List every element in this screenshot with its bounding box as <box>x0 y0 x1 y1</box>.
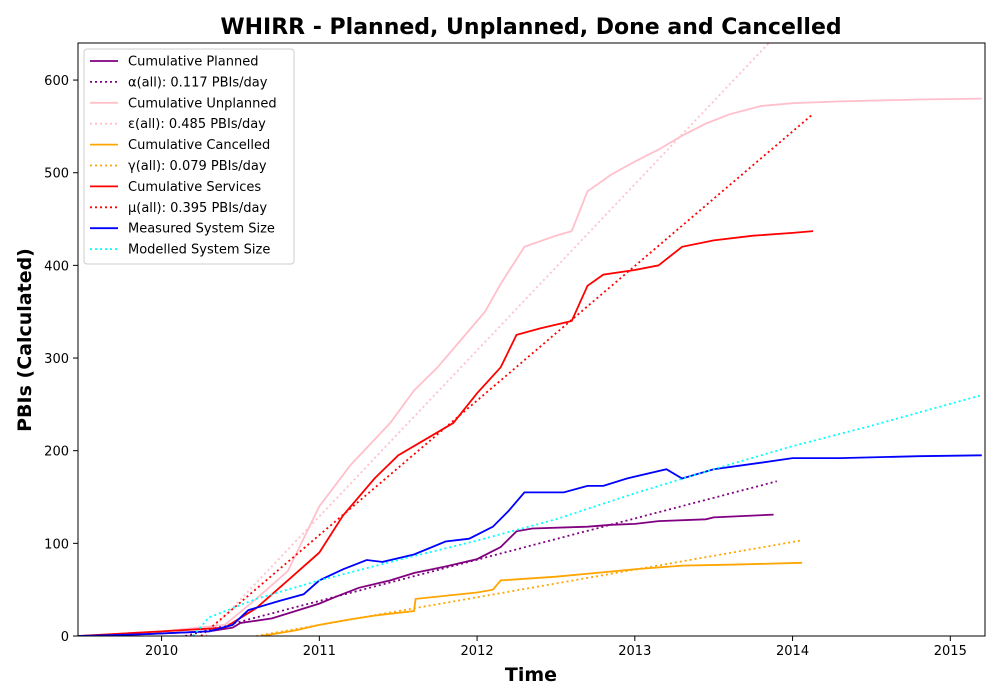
legend-entry: μ(all): 0.395 PBIs/day <box>128 201 267 216</box>
series-line-cumulative-unplanned <box>78 97 982 636</box>
legend: Cumulative Planned α(all): 0.117 PBIs/day… <box>83 48 295 265</box>
x-tick-label: 2015 <box>934 644 967 659</box>
legend-box <box>83 48 295 265</box>
x-tick-label: 2014 <box>776 644 809 659</box>
legend-entry: γ(all): 0.079 PBIs/day <box>128 159 267 174</box>
series-line-all-0-079-pbis-day <box>256 539 801 636</box>
y-axis: 0 100 200 300 400 500 600 <box>44 74 78 645</box>
plot-frame <box>77 42 986 637</box>
y-tick-label: 200 <box>44 445 69 460</box>
x-tick-label: 2011 <box>303 644 336 659</box>
y-tick-label: 500 <box>44 167 69 182</box>
y-tick-label: 600 <box>44 74 69 89</box>
x-tick-label: 2012 <box>461 644 494 659</box>
legend-entry: Cumulative Cancelled <box>128 138 270 153</box>
series-line-all-0-395-pbis-day <box>200 114 813 636</box>
x-axis-label: Time <box>505 664 557 686</box>
series-line-all-0-117-pbis-day <box>185 480 778 636</box>
y-axis-label: PBIs (Calculated) <box>14 248 36 432</box>
legend-entry: α(all): 0.117 PBIs/day <box>128 75 268 90</box>
y-tick-label: 400 <box>44 259 69 274</box>
x-tick-label: 2010 <box>145 644 178 659</box>
legend-entry: Cumulative Planned <box>128 55 258 70</box>
series-layer <box>78 43 983 636</box>
y-tick-label: 300 <box>44 352 69 367</box>
x-tick-label: 2013 <box>618 644 651 659</box>
y-tick-label: 0 <box>61 630 69 645</box>
legend-entry: Modelled System Size <box>128 243 270 258</box>
x-axis: 2010 2011 2012 2013 2014 2015 <box>145 636 967 659</box>
series-line-cumulative-services <box>78 230 814 636</box>
series-line-modelled-system-size <box>192 394 983 636</box>
series-line-cumulative-cancelled <box>260 561 803 636</box>
y-tick-label: 100 <box>44 537 69 552</box>
legend-entry: Cumulative Services <box>128 180 261 195</box>
series-line-cumulative-planned <box>78 513 774 636</box>
chart-title: WHIRR - Planned, Unplanned, Done and Can… <box>220 15 841 40</box>
legend-entry: Measured System Size <box>128 222 275 237</box>
series-line-all-0-485-pbis-day <box>205 43 770 636</box>
legend-entry: Cumulative Unplanned <box>128 96 277 111</box>
legend-entry: ε(all): 0.485 PBIs/day <box>128 117 266 132</box>
series-line-measured-system-size <box>78 454 982 636</box>
